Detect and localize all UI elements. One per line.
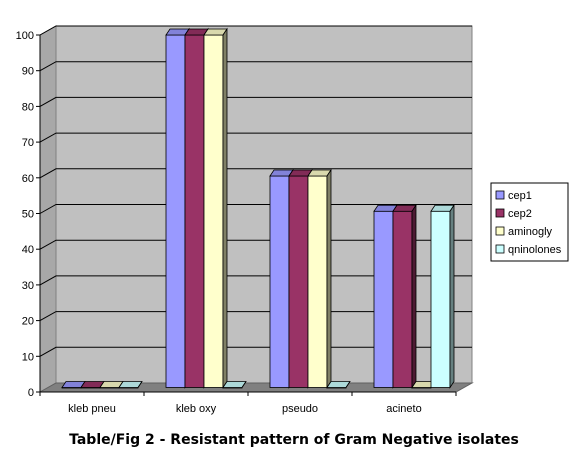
bar-front [184, 34, 205, 388]
bar-side [137, 381, 143, 388]
bar-front [430, 210, 451, 388]
x-tick-label: kleb pneu [68, 403, 116, 415]
gridline [39, 346, 472, 357]
x-tick-label: kleb oxy [176, 403, 217, 415]
bar-aminogly-kleb-oxy [203, 27, 228, 389]
bar-side [241, 381, 247, 388]
gridline [39, 25, 472, 36]
y-tick-label: 30 [22, 280, 34, 292]
y-tick-label: 40 [22, 244, 34, 256]
legend-label: cep2 [508, 208, 532, 220]
bar-front [269, 175, 290, 388]
y-tick-label: 20 [22, 316, 34, 328]
legend-label: aminogly [508, 226, 553, 238]
gridline [39, 61, 472, 72]
y-tick-label: 100 [16, 30, 34, 42]
bar-front [288, 175, 309, 388]
legend-label: qninolones [508, 244, 562, 256]
bar-front [165, 34, 186, 388]
gridline [39, 311, 472, 322]
bar-front [373, 210, 394, 388]
bar-aminogly-pseudo [307, 168, 332, 389]
bar-qninolones-acineto [430, 203, 455, 389]
y-tick-label: 0 [28, 387, 34, 399]
y-tick-label: 80 [22, 101, 34, 113]
y-tick-label: 60 [22, 173, 34, 185]
x-tick-label: pseudo [282, 403, 318, 415]
bar-qninolones-kleb-oxy [222, 381, 247, 389]
bar-cep2-acineto [392, 203, 417, 389]
gridline [39, 132, 472, 143]
bar-side [222, 27, 228, 389]
bar-front [392, 210, 413, 388]
bar-side [345, 381, 351, 388]
y-tick-label: 90 [22, 66, 34, 78]
y-tick-label: 10 [22, 351, 34, 363]
bar-side [411, 203, 417, 389]
legend-swatch [495, 244, 505, 254]
bar-front [307, 175, 328, 388]
bar-side [326, 168, 332, 389]
bar-side [449, 203, 455, 389]
gridline [39, 168, 472, 179]
y-tick-label: 70 [22, 137, 34, 149]
bar-qninolones-pseudo [326, 381, 351, 389]
bar-qninolones-kleb-pneu [118, 381, 143, 389]
bar-front [203, 34, 224, 388]
legend-swatch [495, 208, 505, 218]
bar-chart: 0 10 20 30 40 50 60 70 80 90 100 kleb pneu kleb oxy p… [16, 25, 569, 415]
legend-swatch [495, 226, 505, 236]
x-tick-label: acineto [386, 403, 421, 415]
y-tick-label: 50 [22, 209, 34, 221]
gridline [39, 275, 472, 286]
figure-caption: Table/Fig 2 - Resistant pattern of Gram … [69, 432, 519, 448]
gridline [39, 239, 472, 250]
legend-label: cep1 [508, 190, 532, 202]
gridline [39, 204, 472, 214]
legend-swatch [495, 190, 505, 200]
gridline [39, 96, 472, 107]
